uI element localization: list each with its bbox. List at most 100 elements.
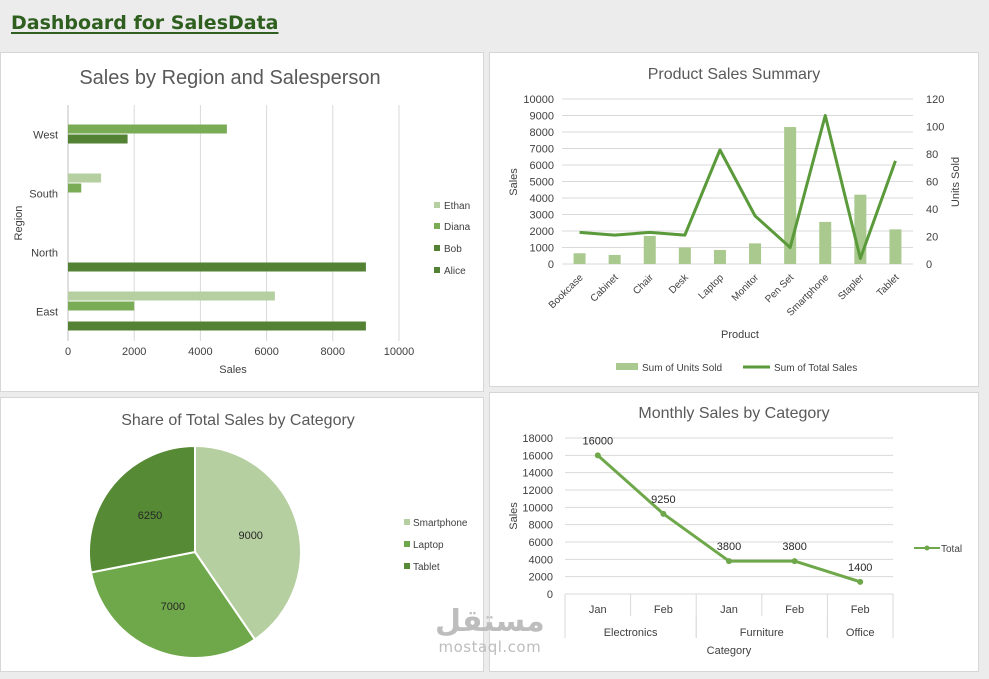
y-axis-title: Sales <box>508 502 520 530</box>
data-point <box>857 578 864 585</box>
legend-label: Bob <box>444 244 462 255</box>
legend-swatch <box>434 223 440 229</box>
x-tick-label: 6000 <box>254 346 278 358</box>
bar-bob <box>68 134 128 144</box>
bar-diana <box>68 183 82 193</box>
x-tick-label: Cabinet <box>589 272 621 304</box>
data-point <box>726 558 732 565</box>
y-tick-label: 12000 <box>522 485 553 497</box>
x-tick-label: Tablet <box>875 272 902 299</box>
x-tick-label: Jan <box>720 604 738 616</box>
y2-tick-label: 40 <box>926 204 938 216</box>
legend-swatch <box>434 202 440 208</box>
legend-label: Total <box>941 544 962 555</box>
y-tick-label: 5000 <box>530 177 554 189</box>
page-title: Dashboard for SalesData <box>11 12 279 34</box>
y-tick-label: 4000 <box>530 193 554 205</box>
x-tick-label: Monitor <box>730 272 762 304</box>
x-axis-title: Category <box>707 645 752 657</box>
pie-slice-smartphone <box>194 444 302 641</box>
bar-units-sold <box>749 243 762 264</box>
chart-title: Product Sales Summary <box>648 66 821 83</box>
chart-title: Sales by Region and Salesperson <box>79 67 380 89</box>
x-tick-label: 0 <box>65 346 71 358</box>
data-point <box>660 510 667 517</box>
bar-units-sold <box>573 253 586 264</box>
x-tick-label: 2000 <box>122 346 146 358</box>
y2-tick-label: 100 <box>926 122 944 134</box>
product-sales-chart-panel: Product Sales Summary 0 1000 2000 3000 4000 50… <box>489 52 979 387</box>
y-tick-label: South <box>29 189 58 201</box>
y-tick-label: 4000 <box>529 554 553 566</box>
x-tick-label: 8000 <box>321 346 345 358</box>
y-tick-label: 1000 <box>530 243 554 255</box>
x-tick-label: Laptop <box>697 272 727 302</box>
bar-units-sold <box>608 254 621 264</box>
bar-units-sold <box>643 235 656 264</box>
legend-label: Sum of Units Sold <box>642 363 722 374</box>
bar-ethan <box>68 173 102 183</box>
x-tick-label: Feb <box>654 604 673 616</box>
x-tick-label: Jan <box>589 604 607 616</box>
data-label: 9000 <box>238 530 262 542</box>
chart-title: Share of Total Sales by Category <box>121 412 355 429</box>
watermark-arabic: مستقل <box>435 604 545 639</box>
x-tick-label: Stapler <box>836 272 867 303</box>
x-axis-title: Product <box>721 329 759 341</box>
y2-axis-title: Units Sold <box>950 157 962 207</box>
y-axis-title: Sales <box>508 168 520 196</box>
legend-label: Tablet <box>413 562 440 573</box>
y-axis-title: Region <box>13 206 25 241</box>
bar-units-sold <box>889 229 902 264</box>
bar-diana <box>68 301 135 311</box>
legend-label: Ethan <box>444 201 470 212</box>
data-point <box>791 558 798 565</box>
data-label: 3800 <box>782 541 806 553</box>
y-tick-label: 0 <box>547 589 553 601</box>
watermark-latin: mostaql.com <box>438 638 542 656</box>
x-tick-label: Feb <box>851 604 870 616</box>
legend-label: Alice <box>444 266 466 277</box>
watermark: مستقل mostaql.com <box>435 604 545 657</box>
x-tick-label: Chair <box>631 272 656 297</box>
legend-marker <box>924 545 930 551</box>
y-tick-label: 3000 <box>530 210 554 222</box>
legend-swatch <box>434 267 440 273</box>
legend-label: Laptop <box>413 540 444 551</box>
data-label: 6250 <box>138 510 162 522</box>
y2-tick-label: 120 <box>926 94 944 106</box>
line-total-sales <box>579 114 897 260</box>
y2-tick-label: 20 <box>926 232 938 244</box>
bar-units-sold <box>678 247 691 264</box>
region-salesperson-chart-panel: Sales by Region and Salesperson 0 2000 4000… <box>0 52 484 392</box>
region-salesperson-chart: Sales by Region and Salesperson 0 2000 4000… <box>13 67 471 376</box>
y-tick-label: 6000 <box>530 160 554 172</box>
y2-tick-label: 80 <box>926 149 938 161</box>
y-tick-label: 7000 <box>530 144 554 156</box>
x-axis-title: Sales <box>219 364 247 376</box>
y-tick-label: East <box>36 307 58 319</box>
x-tick-label: Desk <box>667 272 692 297</box>
legend-swatch <box>404 541 410 547</box>
data-label: 1400 <box>848 562 872 574</box>
y-tick-label: 9000 <box>530 111 554 123</box>
pie-slice-tablet <box>88 444 196 574</box>
legend-swatch <box>434 245 440 251</box>
data-label: 7000 <box>161 601 185 613</box>
y-tick-label: 6000 <box>529 537 553 549</box>
legend-swatch <box>616 363 638 370</box>
y-tick-label: 10000 <box>523 94 554 106</box>
x-tick-label: Bookcase <box>547 272 586 311</box>
x-tick-label: Pen Set <box>763 272 796 305</box>
pie-slice-laptop <box>89 550 257 659</box>
y-tick-label: 0 <box>548 259 554 271</box>
y-tick-label: North <box>31 248 58 260</box>
bar-units-sold <box>784 127 797 264</box>
y-tick-label: 10000 <box>522 502 553 514</box>
product-sales-chart: Product Sales Summary0100020003000400050… <box>508 66 962 374</box>
legend-label: Smartphone <box>413 518 468 529</box>
data-label: 16000 <box>583 435 614 447</box>
x-group-label: Electronics <box>604 627 658 639</box>
data-point <box>594 452 601 459</box>
legend-swatch <box>404 563 410 569</box>
